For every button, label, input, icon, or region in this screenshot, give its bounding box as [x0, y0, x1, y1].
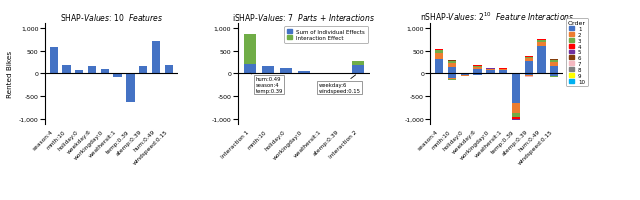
- Bar: [435, 51, 444, 54]
- Bar: [244, 65, 256, 74]
- Bar: [62, 66, 70, 74]
- Bar: [550, 74, 559, 76]
- Bar: [525, 74, 533, 76]
- Bar: [538, 47, 546, 74]
- Bar: [75, 70, 83, 74]
- Bar: [448, 67, 456, 74]
- Bar: [525, 62, 533, 74]
- Bar: [49, 48, 58, 74]
- Bar: [352, 62, 364, 65]
- Bar: [512, 118, 520, 119]
- Bar: [499, 71, 508, 74]
- Bar: [474, 74, 482, 75]
- Legend: Sum of Individual Effects, Interaction Effect: Sum of Individual Effects, Interaction E…: [285, 27, 368, 44]
- Bar: [525, 59, 533, 62]
- Bar: [461, 74, 469, 76]
- Bar: [550, 60, 559, 61]
- Bar: [139, 67, 147, 74]
- Bar: [435, 60, 444, 74]
- Bar: [100, 70, 109, 74]
- Bar: [244, 35, 256, 65]
- Title: n$\mathregular{S}$HAP-$\mathit{Values}$: $2^{10}$  $\mathit{Feature\ Interaction: n$\mathregular{S}$HAP-$\mathit{Values}$:…: [420, 11, 574, 23]
- Bar: [512, 74, 520, 103]
- Bar: [448, 74, 456, 79]
- Bar: [512, 114, 520, 118]
- Bar: [262, 67, 274, 74]
- Bar: [448, 79, 456, 80]
- Bar: [486, 69, 495, 70]
- Title: $\mathregular{S}$HAP-$\mathit{Values}$: 10  $\mathit{Features}$: $\mathregular{S}$HAP-$\mathit{Values}$: …: [60, 12, 163, 23]
- Bar: [352, 65, 364, 74]
- Bar: [538, 40, 546, 41]
- Bar: [152, 42, 160, 74]
- Bar: [550, 63, 559, 66]
- Bar: [538, 41, 546, 43]
- Bar: [298, 71, 310, 74]
- Bar: [538, 43, 546, 47]
- Bar: [435, 54, 444, 60]
- Bar: [474, 66, 482, 67]
- Legend: 1, 2, 3, 4, 5, 6, 7, 8, 9, 10: 1, 2, 3, 4, 5, 6, 7, 8, 9, 10: [566, 19, 588, 86]
- Bar: [164, 66, 173, 74]
- Bar: [512, 103, 520, 114]
- Bar: [88, 67, 96, 74]
- Text: weekday:6
windspeed:0.15: weekday:6 windspeed:0.15: [318, 75, 360, 93]
- Bar: [448, 64, 456, 67]
- Bar: [486, 70, 495, 71]
- Bar: [550, 61, 559, 63]
- Bar: [126, 74, 134, 102]
- Bar: [435, 50, 444, 51]
- Bar: [474, 69, 482, 74]
- Bar: [486, 71, 495, 74]
- Bar: [499, 70, 508, 71]
- Y-axis label: Rented Bikes: Rented Bikes: [7, 51, 13, 97]
- Bar: [512, 119, 520, 120]
- Title: i$\mathregular{S}$HAP-$\mathit{Values}$: 7  $\mathit{Parts}$ + $\mathit{Interact: i$\mathregular{S}$HAP-$\mathit{Values}$:…: [232, 12, 376, 23]
- Bar: [550, 66, 559, 74]
- Text: hum:0.49
season:4
temp:0.39: hum:0.49 season:4 temp:0.39: [250, 74, 283, 93]
- Bar: [550, 76, 559, 77]
- Bar: [448, 80, 456, 81]
- Bar: [525, 57, 533, 59]
- Bar: [280, 68, 292, 74]
- Bar: [113, 74, 122, 77]
- Bar: [499, 69, 508, 70]
- Bar: [474, 67, 482, 69]
- Bar: [525, 76, 533, 77]
- Bar: [448, 62, 456, 64]
- Bar: [448, 61, 456, 62]
